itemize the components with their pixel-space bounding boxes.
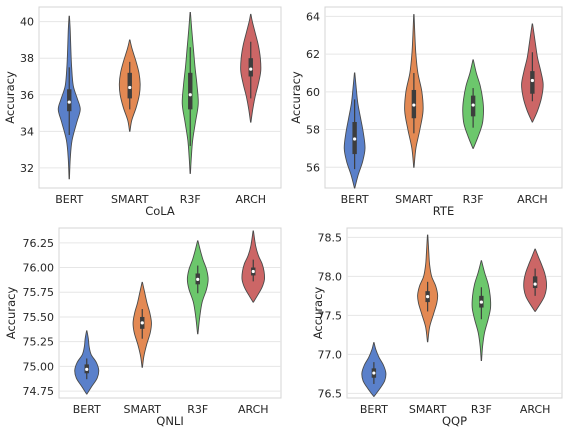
median-dot [412, 103, 416, 107]
iqr-box [127, 72, 132, 99]
violin-arch [523, 248, 548, 312]
plot-area [38, 6, 282, 189]
x-tick-label: SMART [409, 403, 447, 416]
x-tick-label: ARCH [520, 403, 551, 416]
violin-bert [343, 72, 366, 189]
y-tick-label: 76.00 [23, 262, 55, 275]
x-tick-label: R3F [471, 403, 492, 416]
x-axis-label: CoLA [145, 204, 175, 218]
y-tick-label: 56 [306, 161, 320, 174]
violin-bert [57, 15, 81, 180]
violin-smart [417, 234, 439, 343]
y-axis-label: Accuracy [289, 71, 303, 124]
violin-smart [132, 281, 152, 368]
violin-arch [240, 13, 262, 123]
y-tick-label: 34 [20, 125, 34, 138]
panel-qnli: 74.75 75.00 75.25 75.50 75.75 76.00 76.25 BERT S… [4, 227, 282, 428]
median-dot [479, 300, 483, 304]
median-dot [188, 93, 192, 97]
violin-smart [404, 14, 424, 168]
median-dot [67, 100, 71, 104]
y-tick-label: 64 [306, 10, 320, 23]
panel-rte: 56 58 60 62 64 BERT SMART R3F ARCH RTE Accuracy [289, 6, 563, 218]
iqr-box [188, 72, 193, 110]
x-tick-label: R3F [180, 193, 201, 206]
iqr-box [67, 89, 72, 112]
violin-r3f [462, 59, 484, 149]
x-tick-label: BERT [341, 193, 369, 206]
y-tick-label: 75.50 [23, 311, 55, 324]
median-dot [249, 67, 253, 71]
violin-bert [361, 342, 387, 397]
y-axis-label: Accuracy [3, 71, 17, 124]
y-tick-label: 40 [20, 16, 34, 29]
x-axis-label: RTE [433, 204, 454, 218]
y-tick-label: 75.75 [23, 286, 55, 299]
plot-area [346, 227, 563, 399]
y-tick-label: 76.25 [23, 237, 55, 250]
y-tick-label: 77.0 [318, 348, 343, 361]
panel-qqp: 76.5 77.0 77.5 78.0 78.5 BERT SMART R3F ARCH QQP A… [311, 227, 563, 428]
iqr-box [248, 58, 253, 77]
y-tick-label: 62 [306, 48, 320, 61]
x-axis-label: QNLI [156, 414, 183, 428]
x-tick-label: ARCH [235, 193, 266, 206]
y-tick-label: 32 [20, 162, 34, 175]
median-dot [140, 321, 144, 325]
x-tick-label: BERT [360, 403, 388, 416]
y-tick-label: 36 [20, 89, 34, 102]
y-tick-label: 78.0 [318, 270, 343, 283]
violin-r3f [181, 12, 199, 174]
median-dot [372, 371, 376, 375]
violin-arch [241, 230, 266, 303]
x-tick-label: SMART [111, 193, 149, 206]
x-tick-label: SMART [395, 193, 433, 206]
y-axis-label: Accuracy [4, 287, 18, 340]
violin-arch [521, 23, 544, 123]
x-tick-label: BERT [55, 193, 83, 206]
y-tick-label: 38 [20, 52, 34, 65]
y-tick-label: 77.5 [318, 309, 343, 322]
median-dot [533, 282, 537, 286]
x-tick-label: ARCH [517, 193, 548, 206]
x-axis-label: QQP [442, 414, 467, 428]
median-dot [196, 277, 200, 281]
y-tick-label: 60 [306, 86, 320, 99]
x-tick-label: SMART [123, 403, 161, 416]
y-tick-label: 74.75 [23, 385, 55, 398]
y-tick-label: 75.00 [23, 360, 55, 373]
y-tick-label: 78.5 [318, 231, 343, 244]
median-dot [353, 137, 357, 141]
y-tick-label: 58 [306, 124, 320, 137]
iqr-box [530, 71, 535, 94]
median-dot [251, 269, 255, 274]
violin-r3f [471, 260, 492, 362]
median-dot [85, 367, 89, 371]
y-tick-label: 76.5 [318, 387, 343, 400]
median-dot [128, 85, 132, 90]
y-axis-label: Accuracy [311, 287, 325, 340]
violin-r3f [186, 240, 209, 335]
median-dot [530, 78, 534, 83]
y-tick-label: 75.25 [23, 336, 55, 349]
median-dot [426, 295, 430, 299]
violin-bert [74, 330, 100, 395]
median-dot [471, 103, 475, 107]
violin-smart [118, 39, 141, 132]
x-tick-label: BERT [73, 403, 101, 416]
x-tick-label: R3F [187, 403, 208, 416]
x-tick-label: R3F [463, 193, 484, 206]
x-tick-label: ARCH [238, 403, 269, 416]
panel-cola: 32 34 36 38 40 BERT SMART R3F ARCH CoLA Accuracy [3, 6, 282, 218]
plot-area [324, 6, 563, 189]
iqr-box [532, 276, 538, 289]
